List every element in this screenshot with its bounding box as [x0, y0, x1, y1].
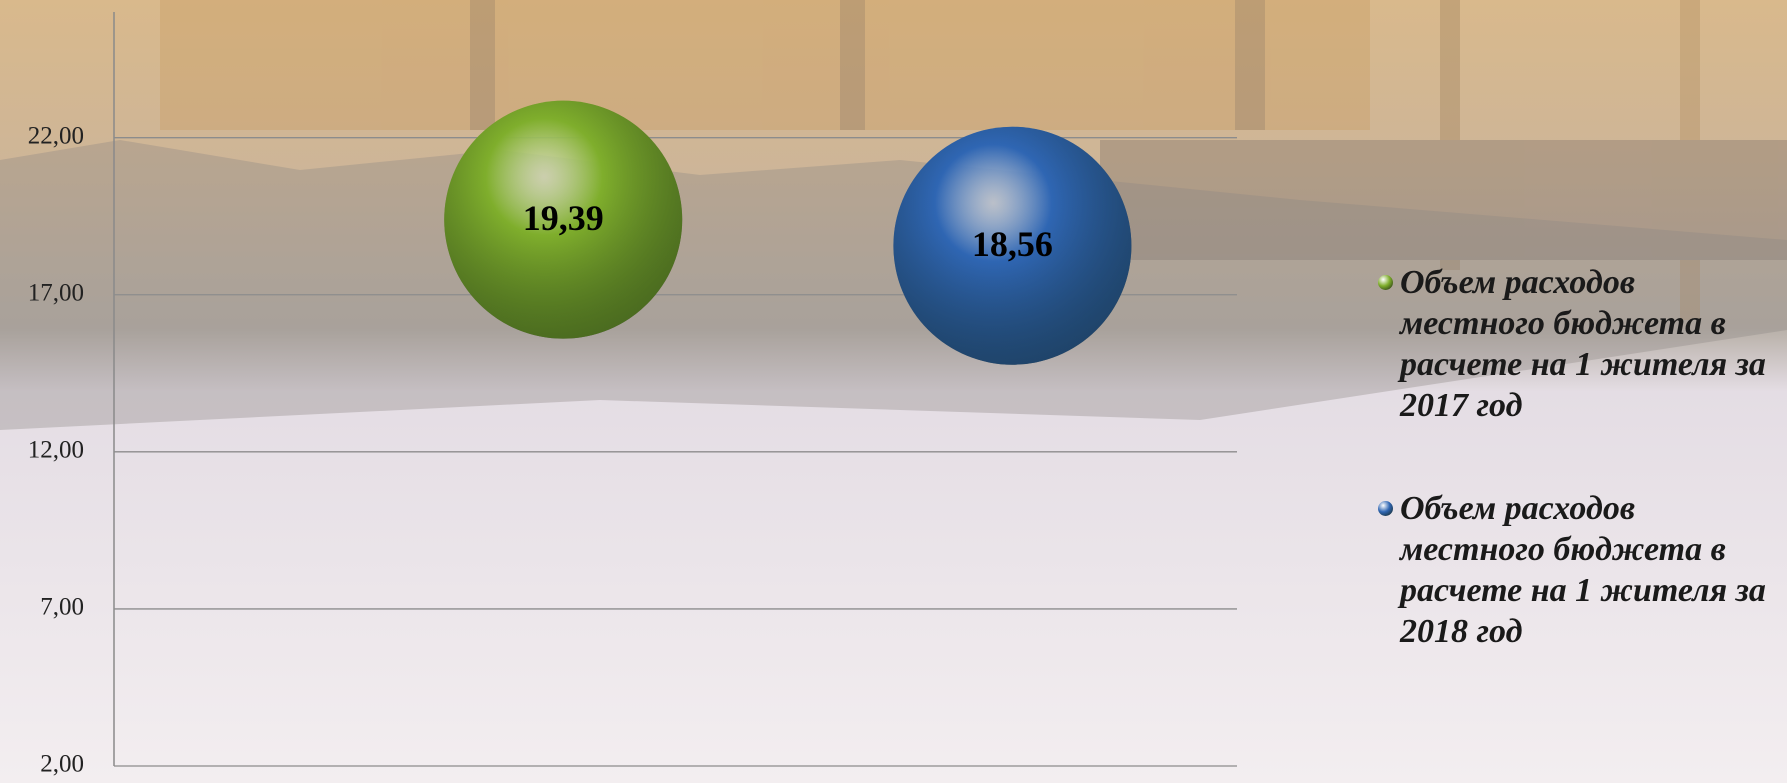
legend-marker [1378, 501, 1393, 516]
data-label: 19,39 [523, 198, 604, 238]
y-tick-label: 2,00 [40, 751, 84, 778]
legend-label: Объем расходов местного бюджета в расчет… [1400, 490, 1766, 650]
y-tick-label: 12,00 [28, 437, 84, 464]
y-tick-label: 17,00 [28, 279, 84, 306]
bubble-tint [444, 100, 683, 339]
y-tick-label: 22,00 [28, 122, 84, 149]
legend-marker [1378, 275, 1393, 290]
background-buildings [160, 0, 1787, 320]
legend-item: Объем расходов местного бюджета в расчет… [1378, 488, 1783, 652]
legend: Объем расходов местного бюджета в расчет… [1378, 262, 1783, 714]
data-label: 18,56 [972, 224, 1053, 264]
bubble-tint [893, 126, 1132, 365]
legend-item: Объем расходов местного бюджета в расчет… [1378, 262, 1783, 426]
y-tick-label: 7,00 [40, 594, 84, 621]
legend-label: Объем расходов местного бюджета в расчет… [1400, 264, 1766, 424]
